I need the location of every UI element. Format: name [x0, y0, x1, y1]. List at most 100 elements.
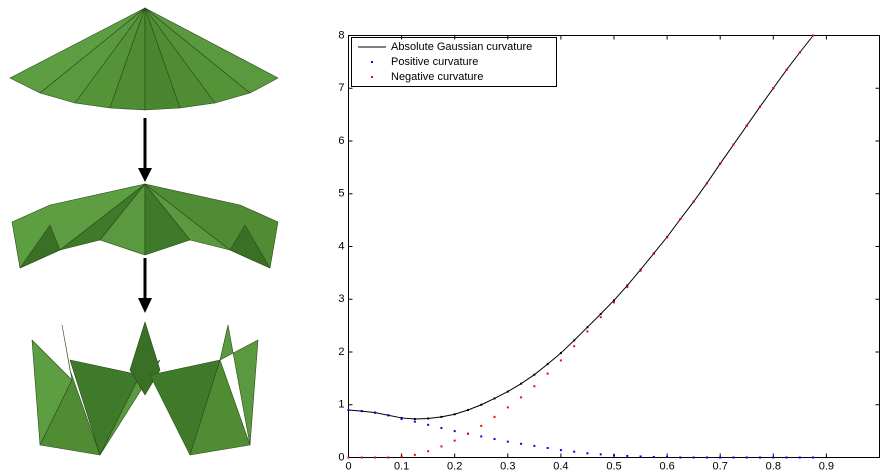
- point: [507, 441, 509, 443]
- y-tick-label: 4: [338, 240, 344, 252]
- point: [494, 438, 496, 440]
- point: [348, 409, 350, 411]
- legend-swatch: [371, 61, 373, 63]
- page: Absolute Gaussian curvature Positive curv…: [0, 0, 880, 474]
- point: [414, 418, 416, 420]
- point: [494, 416, 496, 418]
- point: [746, 457, 748, 459]
- point: [666, 237, 668, 239]
- x-tick-label: 0.9: [819, 460, 834, 472]
- point: [679, 457, 681, 459]
- legend-swatch: [371, 76, 373, 78]
- point: [494, 397, 496, 399]
- x-tick-label: 0: [345, 460, 351, 472]
- point: [759, 106, 761, 108]
- point: [440, 445, 442, 447]
- point: [719, 163, 721, 165]
- point: [467, 409, 469, 411]
- legend-label: Positive curvature: [391, 56, 478, 68]
- point: [719, 457, 721, 459]
- point: [454, 430, 456, 432]
- x-tick-label: 0.4: [553, 460, 568, 472]
- point: [480, 425, 482, 427]
- point: [600, 313, 602, 315]
- y-tick-label: 1: [338, 399, 344, 411]
- point: [586, 326, 588, 328]
- y-tick-label: 6: [338, 135, 344, 147]
- point: [520, 396, 522, 398]
- point: [732, 144, 734, 146]
- curve: [349, 36, 814, 419]
- point: [600, 453, 602, 455]
- point: [387, 414, 389, 416]
- point: [401, 418, 403, 420]
- x-tick-label: 0.3: [500, 460, 515, 472]
- legend: Absolute Gaussian curvature Positive curv…: [352, 38, 557, 87]
- y-tick-label: 3: [338, 293, 344, 305]
- point: [467, 433, 469, 435]
- point: [653, 253, 655, 255]
- y-tick-label: 8: [338, 29, 344, 41]
- y-tick-label: 0: [338, 451, 344, 463]
- point: [454, 440, 456, 442]
- point: [706, 182, 708, 184]
- point: [414, 421, 416, 423]
- point: [600, 316, 602, 318]
- x-tick-label: 0.1: [394, 460, 409, 472]
- point: [547, 447, 549, 449]
- y-tick-label: 5: [338, 188, 344, 200]
- point: [454, 413, 456, 415]
- point: [799, 51, 801, 53]
- point: [560, 352, 562, 354]
- point: [693, 201, 695, 203]
- x-tick-label: 0.2: [447, 460, 462, 472]
- point: [440, 427, 442, 429]
- x-tick-label: 0.6: [659, 460, 674, 472]
- point: [374, 457, 376, 459]
- point: [480, 404, 482, 406]
- point: [693, 457, 695, 459]
- point: [533, 385, 535, 387]
- point: [613, 454, 615, 456]
- point: [613, 301, 615, 303]
- point: [666, 456, 668, 458]
- point: [427, 450, 429, 452]
- point: [387, 457, 389, 459]
- point: [573, 339, 575, 341]
- point: [772, 457, 774, 459]
- point: [427, 424, 429, 426]
- point: [812, 457, 814, 459]
- point: [547, 363, 549, 365]
- point: [427, 417, 429, 419]
- point: [746, 125, 748, 127]
- point: [799, 457, 801, 459]
- point: [786, 457, 788, 459]
- point: [613, 299, 615, 301]
- point: [679, 218, 681, 220]
- legend-label: Absolute Gaussian curvature: [391, 41, 532, 53]
- point: [586, 452, 588, 454]
- point: [361, 410, 363, 412]
- point: [533, 374, 535, 376]
- point: [573, 345, 575, 347]
- point: [440, 416, 442, 418]
- point: [374, 412, 376, 414]
- point: [732, 457, 734, 459]
- point: [507, 406, 509, 408]
- point: [626, 455, 628, 457]
- point: [533, 445, 535, 447]
- point: [560, 359, 562, 361]
- point: [573, 451, 575, 453]
- point: [640, 455, 642, 457]
- point: [812, 35, 814, 37]
- figure: Absolute Gaussian curvature Positive curv…: [0, 0, 880, 474]
- point: [759, 457, 761, 459]
- point: [547, 373, 549, 375]
- point: [786, 69, 788, 71]
- point: [640, 270, 642, 272]
- x-tick-label: 0.8: [766, 460, 781, 472]
- point: [520, 443, 522, 445]
- point: [480, 435, 482, 437]
- point: [706, 457, 708, 459]
- legend-label: Negative curvature: [391, 71, 483, 83]
